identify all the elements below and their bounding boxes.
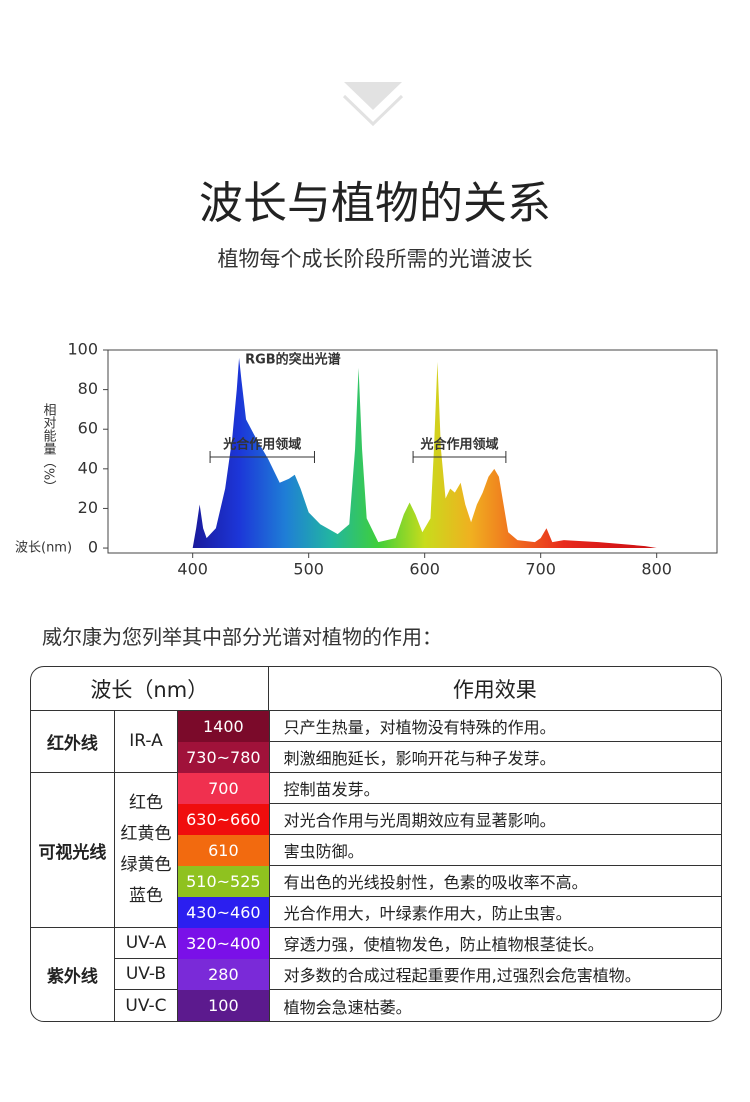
sub-cell: 红色红黄色绿黄色蓝色 (114, 773, 179, 928)
effect-cell: 害虫防御。 (268, 835, 721, 866)
table-row: 可视光线 红色 红黄色 绿黄色 蓝色 700 控制苗发芽。 (31, 773, 721, 928)
annotation: 光合作用领域 (419, 436, 498, 452)
group-cell: 紫外线 (31, 928, 115, 1021)
subtitle: 植物每个成长阶段所需的光谱波长 (217, 247, 533, 271)
effect-cell: 刺激细胞延长，影响开花与种子发芽。 (268, 742, 721, 773)
title: 波长与植物的关系 (199, 178, 551, 229)
sub-label: IR-A (129, 731, 163, 751)
range-cell: 100 (178, 990, 269, 1021)
sub-label: 红色 (128, 793, 163, 813)
effect-table: 波长（nm） 作用效果 红外线 IR-A 1400 只产生热量，对植物没有特殊的作用。 73… (30, 666, 722, 1022)
range-cell: 320~400 (178, 928, 269, 959)
sub-cell: UV-A (114, 928, 179, 959)
x-tick-label: 800 (641, 560, 672, 579)
table-row: 730~780 刺激细胞延长，影响开花与种子发芽。 (31, 742, 721, 773)
bracket (412, 450, 507, 463)
effect-cell: 光合作用大，叶绿素作用大，防止虫害。 (268, 897, 721, 928)
effect-cell: 对光合作用与光周期效应有显著影响。 (268, 804, 721, 835)
x-axis-label: 波长(nm) (15, 541, 72, 556)
x-tick-label: 400 (177, 560, 208, 579)
spectrum-area (192, 357, 657, 549)
table-row: UV-B 280 对多数的合成过程起重要作用,过强烈会危害植物。 (31, 959, 721, 990)
group-cell: 红外线 (31, 711, 115, 773)
header-cell: 波长（nm） (31, 667, 269, 711)
sub-label: 绿黄色 (120, 855, 172, 875)
table-row: 430~460 光合作用大，叶绿素作用大，防止虫害。 (31, 897, 721, 928)
bracket (209, 450, 315, 463)
effect-cell: 植物会急速枯萎。 (268, 990, 721, 1021)
range-cell: 630~660 (178, 804, 269, 835)
table-row: 紫外线 UV-A 320~400 穿透力强，使植物发色，防止植物根茎徒长。 (31, 928, 721, 1021)
y-tick-label: 60 (78, 419, 98, 438)
section-title: 威尔康为您列举其中部分光谱对植物的作用： (42, 625, 442, 649)
y-tick-label: 100 (67, 340, 98, 359)
effect-cell: 控制苗发芽。 (268, 773, 721, 804)
y-tick-label: 20 (78, 498, 98, 517)
x-tick-label: 700 (525, 560, 556, 579)
effect-cell: 只产生热量，对植物没有特殊的作用。 (268, 711, 721, 742)
plot-frame (107, 349, 718, 554)
table-row: 630~660 对光合作用与光周期效应有显著影响。 (31, 804, 721, 835)
range-cell: 430~460 (178, 897, 269, 928)
y-tick-label: 80 (78, 379, 98, 398)
effect-cell: 有出色的光线投射性，色素的吸收率不高。 (268, 866, 721, 897)
range-cell: 610 (178, 835, 269, 866)
header-row: 波长（nm） 作用效果 (31, 667, 721, 711)
y-tick-label: 40 (78, 458, 98, 477)
group-cell: 可视光线 (31, 773, 115, 928)
table-row: 510~525 有出色的光线投射性，色素的吸收率不高。 (31, 866, 721, 897)
table-row: UV-C 100 植物会急速枯萎。 (31, 990, 721, 1021)
sub-label: 红黄色 (120, 824, 172, 844)
range-cell: 700 (178, 773, 269, 804)
table-row: 610 害虫防御。 (31, 835, 721, 866)
range-cell: 510~525 (178, 866, 269, 897)
y-axis-label: 相对能量（%） (41, 403, 57, 493)
range-cell: 1400 (178, 711, 269, 742)
effect-cell: 对多数的合成过程起重要作用,过强烈会危害植物。 (268, 959, 721, 990)
effect-cell: 穿透力强，使植物发色，防止植物根茎徒长。 (268, 928, 721, 959)
x-tick-label: 500 (293, 560, 324, 579)
chevron-icon (342, 94, 404, 127)
chart: 相对能量（%） 0 20 40 60 80 100 波长(nm) 400 500 600 700 80… (15, 82, 718, 579)
sub-cell: UV-C (115, 990, 179, 1021)
header-cell: 作用效果 (268, 667, 721, 711)
range-cell: 280 (178, 959, 269, 990)
annotation: 光合作用领域 (222, 436, 301, 452)
y-tick-label: 0 (88, 538, 98, 557)
x-tick-label: 600 (409, 560, 440, 579)
sub-cell: IR-A (114, 711, 179, 773)
chevron-icon (344, 82, 402, 110)
sub-label: 蓝色 (128, 886, 163, 906)
sub-cell: UV-B (114, 959, 179, 990)
annotation: RGB的突出光谱 (245, 351, 341, 367)
table-row: 红外线 IR-A 1400 只产生热量，对植物没有特殊的作用。 (31, 711, 721, 773)
range-cell: 730~780 (178, 742, 269, 773)
